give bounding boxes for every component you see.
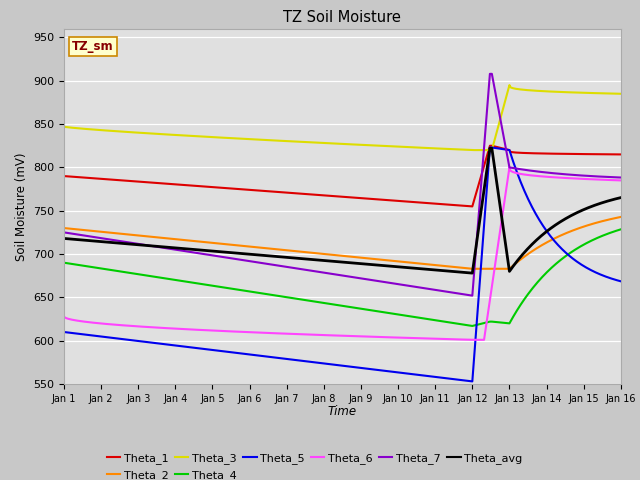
- Theta_avg: [468, 270, 476, 276]
- Theta_3: [468, 147, 476, 153]
- Theta_4: [60, 260, 68, 265]
- Theta_1: [162, 181, 170, 187]
- Theta_7: [468, 293, 476, 299]
- Y-axis label: Soil Moisture (mV): Soil Moisture (mV): [15, 152, 28, 261]
- Theta_5: [486, 144, 493, 150]
- Theta_4: [468, 323, 476, 329]
- Theta_6: [309, 332, 317, 337]
- Text: TZ_sm: TZ_sm: [72, 40, 114, 53]
- Theta_6: [420, 336, 428, 341]
- Line: Theta_6: Theta_6: [64, 168, 621, 340]
- Theta_7: [413, 284, 421, 290]
- Theta_7: [420, 285, 428, 291]
- Theta_5: [60, 329, 68, 335]
- Theta_1: [420, 200, 428, 206]
- Theta_1: [413, 199, 421, 205]
- Theta_2: [162, 235, 170, 241]
- Theta_2: [60, 225, 68, 231]
- Theta_avg: [60, 236, 68, 241]
- Theta_5: [617, 278, 625, 284]
- Theta_avg: [162, 244, 170, 250]
- Theta_7: [309, 268, 317, 274]
- Theta_avg: [617, 195, 625, 201]
- Theta_1: [196, 183, 204, 189]
- Theta_4: [413, 314, 421, 320]
- Theta_6: [468, 337, 476, 343]
- Theta_avg: [420, 266, 428, 272]
- Line: Theta_2: Theta_2: [64, 217, 621, 269]
- Theta_3: [413, 144, 421, 150]
- Theta_3: [309, 140, 317, 145]
- Line: Theta_4: Theta_4: [64, 229, 621, 326]
- Theta_2: [468, 266, 476, 272]
- Theta_1: [617, 152, 625, 157]
- Theta_2: [420, 261, 428, 267]
- Theta_7: [110, 237, 118, 243]
- Theta_avg: [486, 145, 493, 151]
- Theta_5: [196, 346, 204, 351]
- Theta_6: [60, 313, 68, 319]
- Theta_3: [162, 132, 170, 137]
- Theta_2: [309, 250, 317, 256]
- Theta_7: [486, 71, 493, 77]
- Theta_3: [617, 91, 625, 96]
- Line: Theta_5: Theta_5: [64, 147, 621, 382]
- Theta_5: [420, 372, 428, 378]
- Theta_5: [309, 359, 317, 365]
- Theta_avg: [413, 265, 421, 271]
- Theta_1: [309, 192, 317, 197]
- Line: Theta_7: Theta_7: [64, 74, 621, 296]
- Theta_5: [468, 379, 476, 384]
- Theta_7: [617, 175, 625, 180]
- Theta_1: [110, 177, 118, 183]
- Theta_3: [196, 133, 204, 139]
- Line: Theta_1: Theta_1: [64, 146, 621, 206]
- Theta_4: [196, 281, 204, 287]
- Theta_2: [413, 261, 421, 266]
- Line: Theta_3: Theta_3: [64, 85, 621, 150]
- Line: Theta_avg: Theta_avg: [64, 148, 621, 273]
- Theta_3: [60, 124, 68, 130]
- Theta_2: [617, 214, 625, 220]
- Theta_avg: [196, 247, 204, 253]
- Theta_6: [162, 325, 170, 331]
- Theta_6: [413, 336, 421, 341]
- Theta_2: [196, 239, 204, 244]
- Theta_avg: [110, 240, 118, 246]
- Theta_6: [617, 178, 625, 183]
- Theta_3: [420, 145, 428, 151]
- Theta_4: [309, 299, 317, 304]
- Title: TZ Soil Moisture: TZ Soil Moisture: [284, 10, 401, 25]
- Theta_3: [506, 82, 513, 88]
- Theta_5: [413, 372, 421, 378]
- Theta_4: [420, 315, 428, 321]
- Theta_1: [60, 173, 68, 179]
- Theta_4: [110, 267, 118, 273]
- Theta_7: [162, 245, 170, 251]
- Theta_3: [110, 128, 118, 134]
- Theta_6: [110, 322, 118, 327]
- Theta_6: [196, 327, 204, 333]
- Theta_1: [468, 204, 476, 209]
- Theta_6: [506, 165, 513, 170]
- X-axis label: Time: Time: [328, 405, 357, 418]
- Theta_4: [617, 227, 625, 232]
- Theta_4: [162, 276, 170, 281]
- Theta_1: [486, 143, 493, 149]
- Theta_avg: [309, 257, 317, 263]
- Theta_5: [110, 335, 118, 341]
- Theta_2: [110, 230, 118, 236]
- Theta_7: [196, 251, 204, 256]
- Legend: Theta_1, Theta_2, Theta_3, Theta_4, Theta_5, Theta_6, Theta_7, Theta_avg: Theta_1, Theta_2, Theta_3, Theta_4, Thet…: [102, 449, 527, 480]
- Theta_5: [162, 341, 170, 347]
- Theta_7: [60, 229, 68, 235]
